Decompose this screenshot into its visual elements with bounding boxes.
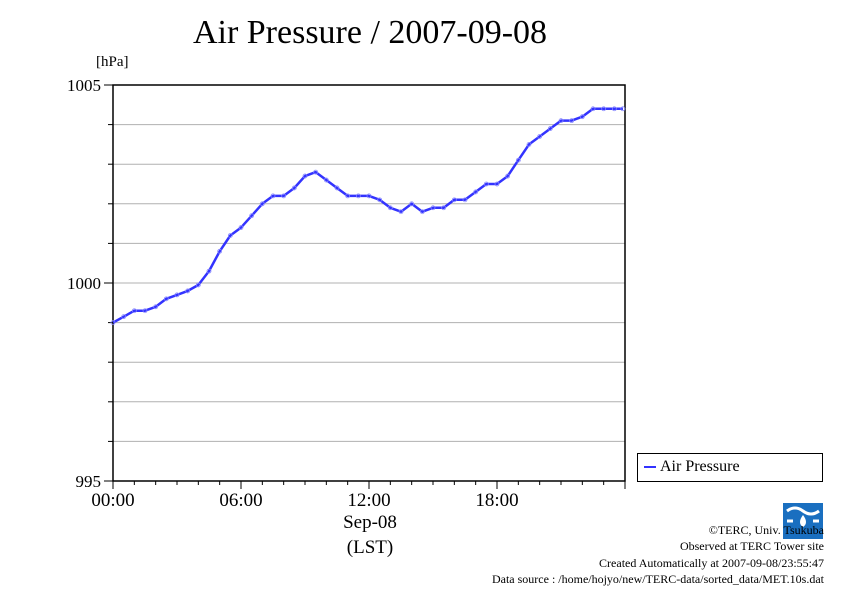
data-point (387, 205, 393, 211)
data-point (238, 225, 244, 230)
y-tick-label: 1000 (67, 274, 101, 293)
data-point (419, 209, 425, 215)
data-point (377, 197, 383, 203)
data-point (483, 181, 489, 187)
data-point (579, 114, 585, 120)
data-point (217, 248, 223, 254)
data-point (430, 205, 436, 211)
data-point (110, 320, 116, 326)
data-point (313, 169, 319, 175)
data-point (569, 118, 575, 124)
data-point (515, 157, 521, 163)
data-point (185, 288, 191, 294)
footer-observed: Observed at TERC Tower site (679, 539, 824, 553)
data-point (174, 292, 180, 298)
data-point (547, 126, 553, 131)
legend-series-swatch (644, 466, 656, 468)
data-point (270, 193, 276, 199)
data-point (323, 177, 329, 183)
data-point (334, 185, 340, 191)
data-point (153, 304, 159, 310)
x-tick-label: 06:00 (219, 490, 262, 511)
y-tick-label: 995 (76, 472, 102, 491)
data-point (206, 268, 212, 274)
data-point (441, 205, 447, 211)
data-point (451, 197, 457, 203)
data-point (398, 209, 404, 215)
data-point (505, 173, 511, 179)
y-axis-unit-label: [hPa] (96, 54, 129, 70)
series-line-air-pressure (112, 107, 623, 324)
legend-series-label: Air Pressure (660, 458, 740, 475)
terc-logo-icon (783, 503, 823, 539)
data-point (121, 314, 127, 320)
data-point (195, 282, 201, 288)
data-point (302, 173, 308, 179)
data-point (291, 185, 297, 191)
footer-data-source: Data source : /home/hojyo/new/TERC-data/… (491, 572, 824, 586)
data-point (409, 201, 415, 207)
x-tick-label: 00:00 (91, 490, 134, 511)
footer-copyright: ©TERC, Univ. Tsukuba (708, 523, 824, 537)
data-point (590, 106, 596, 112)
data-point (462, 197, 468, 203)
data-point (526, 141, 532, 147)
chart-title: Air Pressure / 2007-09-08 (192, 14, 548, 51)
data-point (558, 118, 564, 124)
data-point (494, 181, 500, 187)
data-point (131, 308, 137, 314)
data-point (281, 193, 287, 199)
data-point (249, 213, 255, 219)
data-point (473, 189, 479, 195)
data-point (537, 134, 543, 139)
legend: Air Pressure (637, 453, 823, 482)
x-tick-label: 12:00 (347, 490, 390, 511)
data-point (355, 193, 361, 199)
data-point (163, 296, 169, 302)
data-point (259, 201, 265, 207)
data-point (142, 308, 148, 314)
data-point (345, 193, 351, 199)
x-tick-label: 18:00 (475, 490, 518, 511)
x-axis-timezone-label: (LST) (346, 537, 394, 558)
y-tick-label: 1005 (67, 76, 101, 95)
data-point (620, 106, 626, 112)
footer-created: Created Automatically at 2007-09-08/23:5… (599, 556, 824, 570)
data-point (366, 193, 372, 199)
data-point (601, 106, 607, 112)
x-axis-date-label: Sep-08 (343, 512, 397, 533)
data-point (227, 233, 233, 238)
data-point (611, 106, 617, 112)
